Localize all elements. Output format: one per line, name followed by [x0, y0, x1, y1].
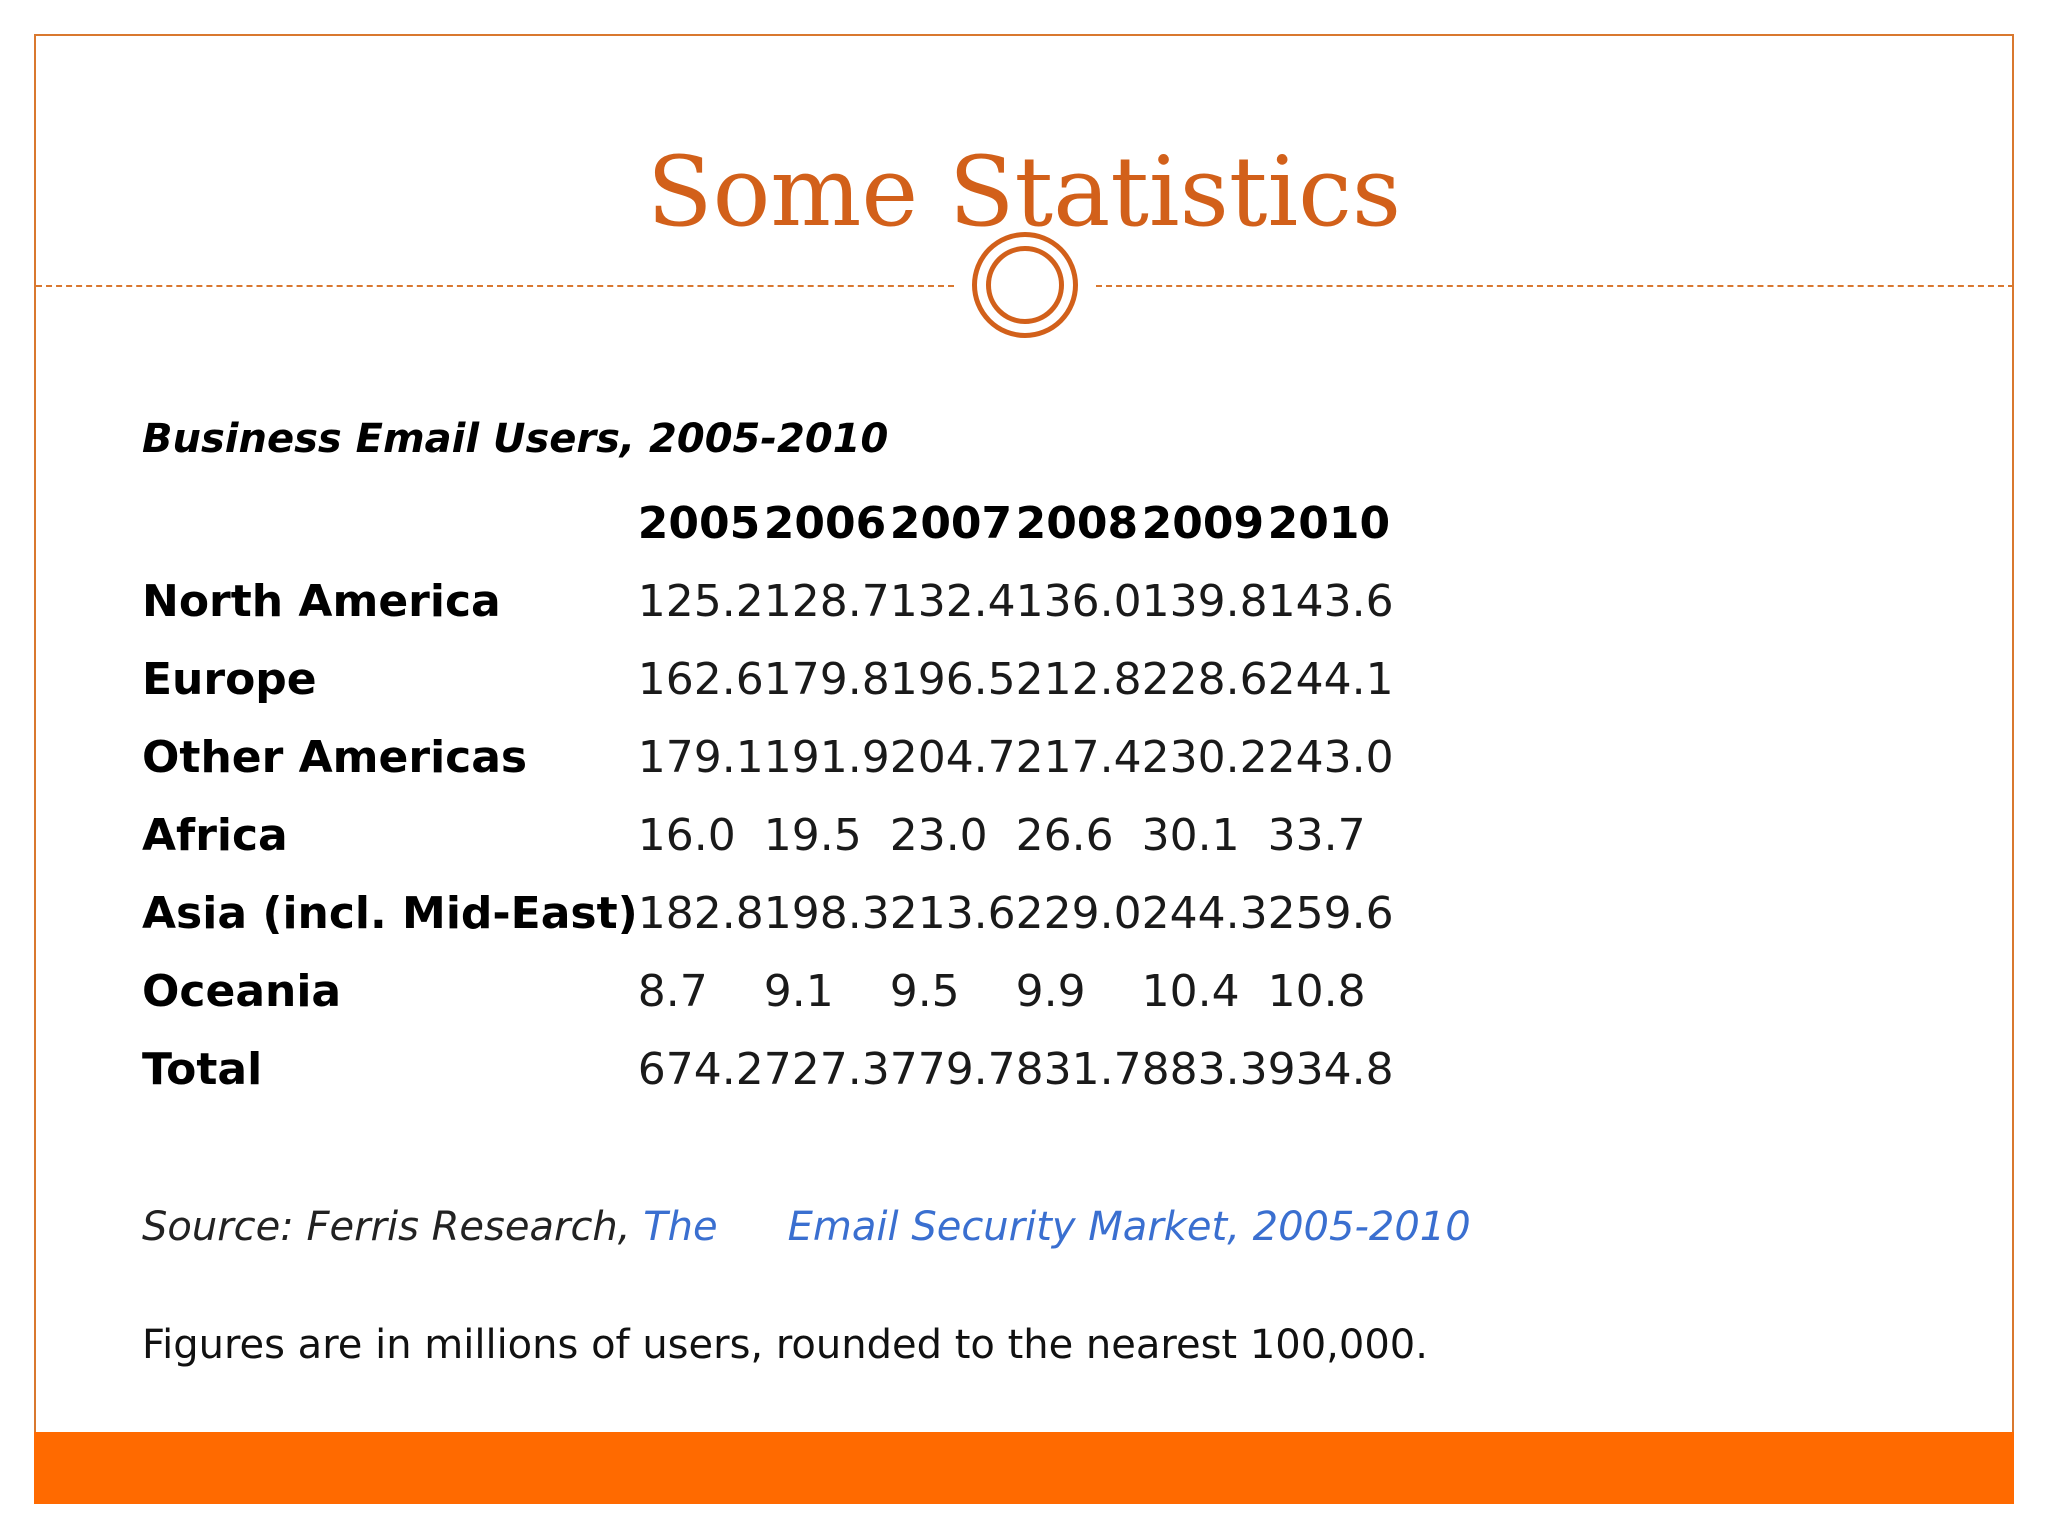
table-row: North America 125.2 128.7 132.4 136.0 13…: [142, 562, 1394, 640]
value-cell: 182.8: [637, 887, 764, 939]
region-label: North America: [142, 575, 501, 627]
value-cell: 9.9: [1015, 965, 1086, 1017]
source-link-title[interactable]: Email Security Market, 2005-2010: [787, 1204, 1471, 1250]
value-cell: 136.0: [1015, 575, 1142, 627]
value-cell: 244.3: [1141, 887, 1268, 939]
value-cell: 10.8: [1267, 965, 1366, 1017]
year-header: 2007: [889, 497, 1013, 549]
value-cell: 198.3: [763, 887, 890, 939]
value-cell: 674.2: [637, 1043, 764, 1095]
source-link-the[interactable]: The: [643, 1204, 718, 1250]
table-row: Oceania 8.7 9.1 9.5 9.9 10.4 10.8: [142, 952, 1394, 1030]
region-label: Other Americas: [142, 731, 528, 783]
value-cell: 217.4: [1015, 731, 1142, 783]
circle-ornament-inner: [986, 246, 1064, 324]
footer-bar: [34, 1432, 2014, 1504]
value-cell: 831.7: [1015, 1043, 1142, 1095]
value-cell: 9.1: [763, 965, 834, 1017]
slide-title: Some Statistics: [646, 136, 1402, 248]
region-label: Europe: [142, 653, 317, 705]
value-cell: 162.6: [637, 653, 764, 705]
value-cell: 244.1: [1267, 653, 1394, 705]
value-cell: 259.6: [1267, 887, 1394, 939]
value-cell: 230.2: [1141, 731, 1268, 783]
year-header: 2009: [1141, 497, 1265, 549]
value-cell: 33.7: [1267, 809, 1366, 861]
value-cell: 30.1: [1141, 809, 1240, 861]
source-citation: Source: Ferris Research, The Email Securi…: [142, 1204, 1471, 1250]
value-cell: 132.4: [889, 575, 1016, 627]
value-cell: 9.5: [889, 965, 960, 1017]
year-header: 2006: [763, 497, 887, 549]
year-header: 2005: [637, 497, 761, 549]
value-cell: 727.3: [763, 1043, 890, 1095]
value-cell: 143.6: [1267, 575, 1394, 627]
value-cell: 8.7: [637, 965, 708, 1017]
value-cell: 883.3: [1141, 1043, 1268, 1095]
value-cell: 23.0: [889, 809, 988, 861]
value-cell: 212.8: [1015, 653, 1142, 705]
region-label: Asia (incl. Mid-East): [142, 887, 638, 939]
source-prefix: Source: Ferris Research,: [142, 1204, 644, 1250]
value-cell: 196.5: [889, 653, 1016, 705]
circle-ornament-icon: [972, 232, 1078, 338]
year-header: 2010: [1267, 497, 1391, 549]
value-cell: 179.1: [637, 731, 764, 783]
value-cell: 179.8: [763, 653, 890, 705]
table-caption: Business Email Users, 2005-2010: [142, 416, 889, 462]
table-header-row: 2005 2006 2007 2008 2009 2010: [142, 484, 1394, 562]
value-cell: 16.0: [637, 809, 736, 861]
value-cell: 191.9: [763, 731, 890, 783]
table-row: Asia (incl. Mid-East) 182.8 198.3 213.6 …: [142, 874, 1394, 952]
title-divider-left: [36, 285, 954, 287]
value-cell: 139.8: [1141, 575, 1268, 627]
value-cell: 934.8: [1267, 1043, 1394, 1095]
table-row: Europe 162.6 179.8 196.5 212.8 228.6 244…: [142, 640, 1394, 718]
value-cell: 125.2: [637, 575, 764, 627]
slide: Some Statistics Business Email Users, 20…: [34, 34, 2014, 1502]
table-row-total: Total 674.2 727.3 779.7 831.7 883.3 934.…: [142, 1030, 1394, 1108]
value-cell: 213.6: [889, 887, 1016, 939]
region-label: Oceania: [142, 965, 342, 1017]
figures-note: Figures are in millions of users, rounde…: [142, 1322, 1428, 1368]
region-label: Total: [142, 1043, 263, 1095]
value-cell: 229.0: [1015, 887, 1142, 939]
table-row: Africa 16.0 19.5 23.0 26.6 30.1 33.7: [142, 796, 1394, 874]
value-cell: 243.0: [1267, 731, 1394, 783]
value-cell: 10.4: [1141, 965, 1240, 1017]
email-users-table: 2005 2006 2007 2008 2009 2010 North Amer…: [142, 484, 1394, 1108]
value-cell: 779.7: [889, 1043, 1016, 1095]
region-label: Africa: [142, 809, 288, 861]
year-header: 2008: [1015, 497, 1139, 549]
region-header-cell: [142, 484, 638, 562]
table-row: Other Americas 179.1 191.9 204.7 217.4 2…: [142, 718, 1394, 796]
value-cell: 26.6: [1015, 809, 1114, 861]
value-cell: 128.7: [763, 575, 890, 627]
title-divider-right: [1096, 285, 2014, 287]
value-cell: 19.5: [763, 809, 862, 861]
value-cell: 204.7: [889, 731, 1016, 783]
value-cell: 228.6: [1141, 653, 1268, 705]
